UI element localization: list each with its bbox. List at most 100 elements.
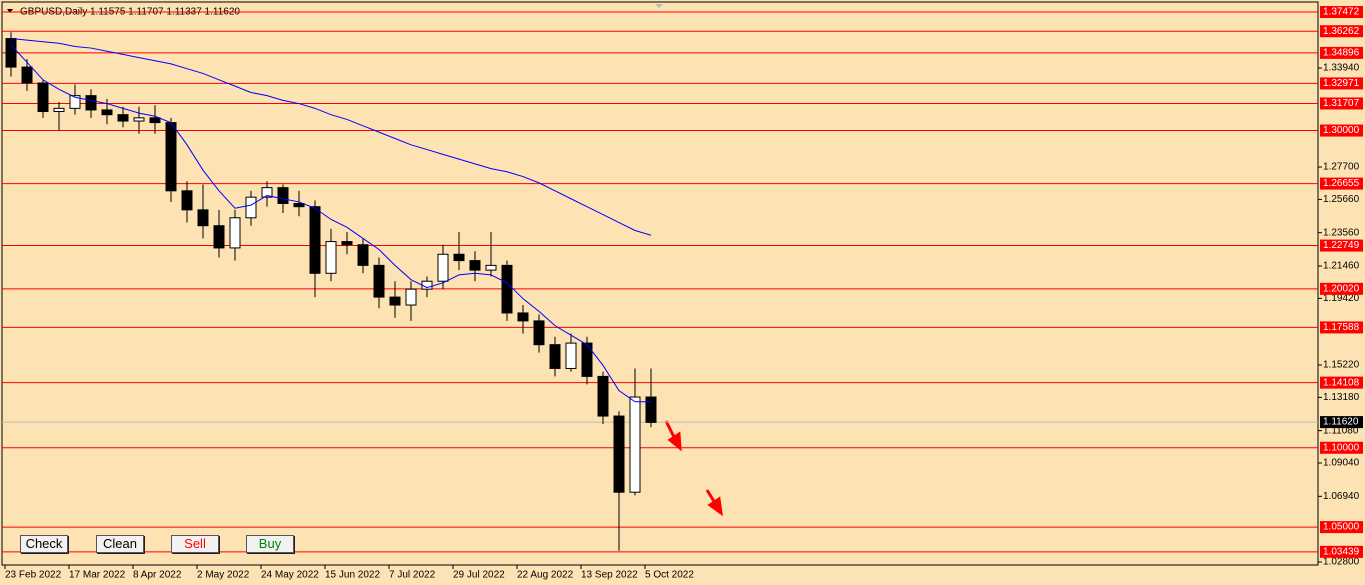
candle-body — [405, 288, 417, 306]
level-box — [1320, 545, 1363, 558]
candle-body — [597, 375, 609, 417]
level-label: 1.14108 — [1323, 377, 1360, 388]
y-tick-label: 1.23560 — [1323, 227, 1360, 238]
level-label: 1.22749 — [1323, 240, 1360, 251]
candle-body — [389, 296, 401, 306]
moving-average — [10, 38, 652, 236]
level-label: 1.10000 — [1323, 442, 1360, 453]
scroll-marker — [655, 4, 663, 8]
level-label: 1.17588 — [1323, 322, 1360, 333]
candle-body — [149, 117, 161, 124]
x-tick-label: 17 Mar 2022 — [69, 570, 126, 581]
candle-body — [133, 117, 145, 122]
candle-body — [53, 107, 65, 113]
level-box — [1320, 321, 1363, 334]
candle-body — [581, 342, 593, 377]
candle-body — [357, 244, 369, 266]
level-label: 1.32971 — [1323, 78, 1360, 89]
y-tick-label: 1.13180 — [1323, 392, 1360, 403]
level-label: 1.03439 — [1323, 546, 1360, 557]
level-box — [1320, 376, 1363, 389]
level-label: 1.26655 — [1323, 178, 1360, 189]
candle-body — [197, 209, 209, 227]
candle-body — [213, 225, 225, 249]
level-box — [1320, 239, 1363, 252]
y-tick-label: 1.02800 — [1323, 557, 1360, 568]
button[interactable]: Clean — [96, 535, 144, 553]
level-label: 1.37472 — [1323, 7, 1360, 18]
level-box — [1320, 124, 1363, 137]
y-tick-label: 1.15220 — [1323, 360, 1360, 371]
y-tick-label: 1.19420 — [1323, 293, 1360, 304]
arrow — [664, 420, 723, 517]
button[interactable]: Check — [20, 535, 68, 553]
candle-body — [277, 187, 289, 205]
y-tick-label: 1.09040 — [1323, 458, 1360, 469]
level-box — [1320, 97, 1363, 110]
candle-body — [293, 203, 305, 208]
candle-body — [261, 187, 273, 198]
x-tick-label: 2 May 2022 — [197, 570, 250, 581]
plot-frame — [1, 1, 1319, 566]
candle-body — [101, 109, 113, 116]
candle-body — [117, 114, 129, 122]
level-box — [1320, 77, 1363, 90]
candle-body — [485, 264, 497, 271]
level-box — [1320, 25, 1363, 38]
candle-body — [309, 206, 321, 274]
candle-body — [181, 190, 193, 211]
x-tick-label: 7 Jul 2022 — [389, 570, 436, 581]
current-price-label: 1.11620 — [1323, 417, 1359, 428]
level-label: 1.36262 — [1323, 26, 1360, 37]
level-label: 1.34896 — [1323, 48, 1360, 59]
button[interactable]: Sell — [171, 535, 219, 553]
level-box — [1320, 177, 1363, 190]
x-tick-label: 8 Apr 2022 — [133, 570, 182, 581]
x-tick-label: 23 Feb 2022 — [5, 570, 62, 581]
level-box — [1320, 46, 1363, 59]
candle-body — [501, 264, 513, 314]
candle-body — [453, 253, 465, 262]
x-tick-label: 24 May 2022 — [261, 570, 319, 581]
level-box — [1320, 521, 1363, 534]
level-label: 1.31707 — [1323, 98, 1360, 109]
candle-body — [245, 196, 257, 219]
candle-body — [533, 320, 545, 346]
y-tick-label: 1.06940 — [1323, 491, 1360, 502]
level-label: 1.30000 — [1323, 125, 1360, 136]
candle-body — [5, 38, 17, 68]
level-label: 1.05000 — [1323, 522, 1360, 533]
y-tick-label: 1.33940 — [1323, 63, 1360, 74]
candle-body — [437, 253, 449, 282]
candle-body — [469, 260, 481, 271]
candle-body — [21, 66, 33, 84]
candle-body — [565, 342, 577, 369]
candle-body — [165, 122, 177, 192]
candle-body — [629, 396, 641, 493]
candle-body — [37, 82, 49, 113]
y-tick-label: 1.25660 — [1323, 194, 1360, 205]
candle-body — [517, 312, 529, 322]
x-tick-label: 13 Sep 2022 — [581, 570, 638, 581]
candle-body — [85, 95, 97, 111]
x-tick-label: 22 Aug 2022 — [517, 570, 574, 581]
moving-average — [10, 44, 651, 403]
candle-body — [613, 415, 625, 493]
candle-body — [229, 217, 241, 249]
level-box — [1320, 282, 1363, 295]
y-tick-label: 1.11080 — [1323, 425, 1359, 436]
candle-body — [69, 95, 81, 109]
y-tick-label: 1.21460 — [1323, 261, 1360, 272]
level-box — [1320, 6, 1363, 19]
candle-body — [341, 241, 353, 246]
button[interactable]: Buy — [246, 535, 294, 553]
candle-body — [325, 241, 337, 274]
x-tick-label: 5 Oct 2022 — [645, 570, 694, 581]
x-tick-label: 15 Jun 2022 — [325, 570, 380, 581]
level-label: 1.20020 — [1323, 283, 1360, 294]
candle-body — [645, 396, 657, 423]
current-price-box — [1320, 416, 1363, 429]
y-tick-label: 1.27700 — [1323, 162, 1360, 173]
level-box — [1320, 441, 1363, 454]
